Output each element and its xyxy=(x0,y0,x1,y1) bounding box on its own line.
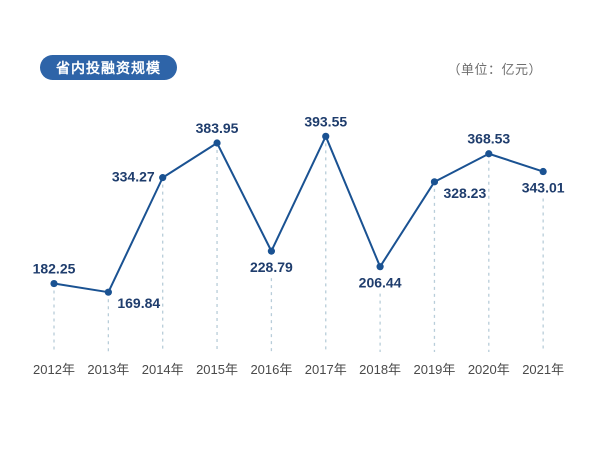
data-point xyxy=(159,174,167,182)
data-point-label: 343.01 xyxy=(522,180,565,196)
x-axis-label: 2014年 xyxy=(142,362,184,377)
data-point xyxy=(430,178,439,186)
x-axis-label: 2012年 xyxy=(33,362,75,377)
chart-title-badge: 省内投融资规模 xyxy=(40,55,177,80)
data-point-label: 368.53 xyxy=(467,131,510,147)
data-point-label: 169.84 xyxy=(117,295,160,311)
data-point xyxy=(267,247,275,255)
data-point xyxy=(485,150,493,158)
data-point-label: 328.23 xyxy=(443,185,486,201)
data-point xyxy=(213,139,221,147)
trend-line xyxy=(53,135,545,294)
x-axis-label: 2017年 xyxy=(305,362,347,377)
data-point-label: 334.27 xyxy=(112,169,155,185)
data-point-label: 228.79 xyxy=(250,259,293,275)
x-axis-label: 2021年 xyxy=(522,362,564,377)
data-point xyxy=(539,167,547,176)
chart-title: 省内投融资规模 xyxy=(56,59,161,76)
x-axis-label: 2015年 xyxy=(196,362,238,377)
x-axis-label: 2018年 xyxy=(359,362,401,377)
data-point xyxy=(322,132,330,140)
data-point-label: 182.25 xyxy=(33,261,76,277)
data-point xyxy=(50,279,58,288)
data-point xyxy=(376,263,384,271)
data-point-label: 383.95 xyxy=(196,120,239,136)
data-point-label: 206.44 xyxy=(359,275,402,291)
data-point xyxy=(104,288,112,296)
x-axis-label: 2013年 xyxy=(87,362,129,377)
unit-label: （单位：亿元） xyxy=(447,62,542,77)
x-axis-label: 2019年 xyxy=(413,362,455,377)
data-point-label: 393.55 xyxy=(304,113,347,129)
x-axis-label: 2016年 xyxy=(250,362,292,377)
x-axis-label: 2020年 xyxy=(468,362,510,377)
